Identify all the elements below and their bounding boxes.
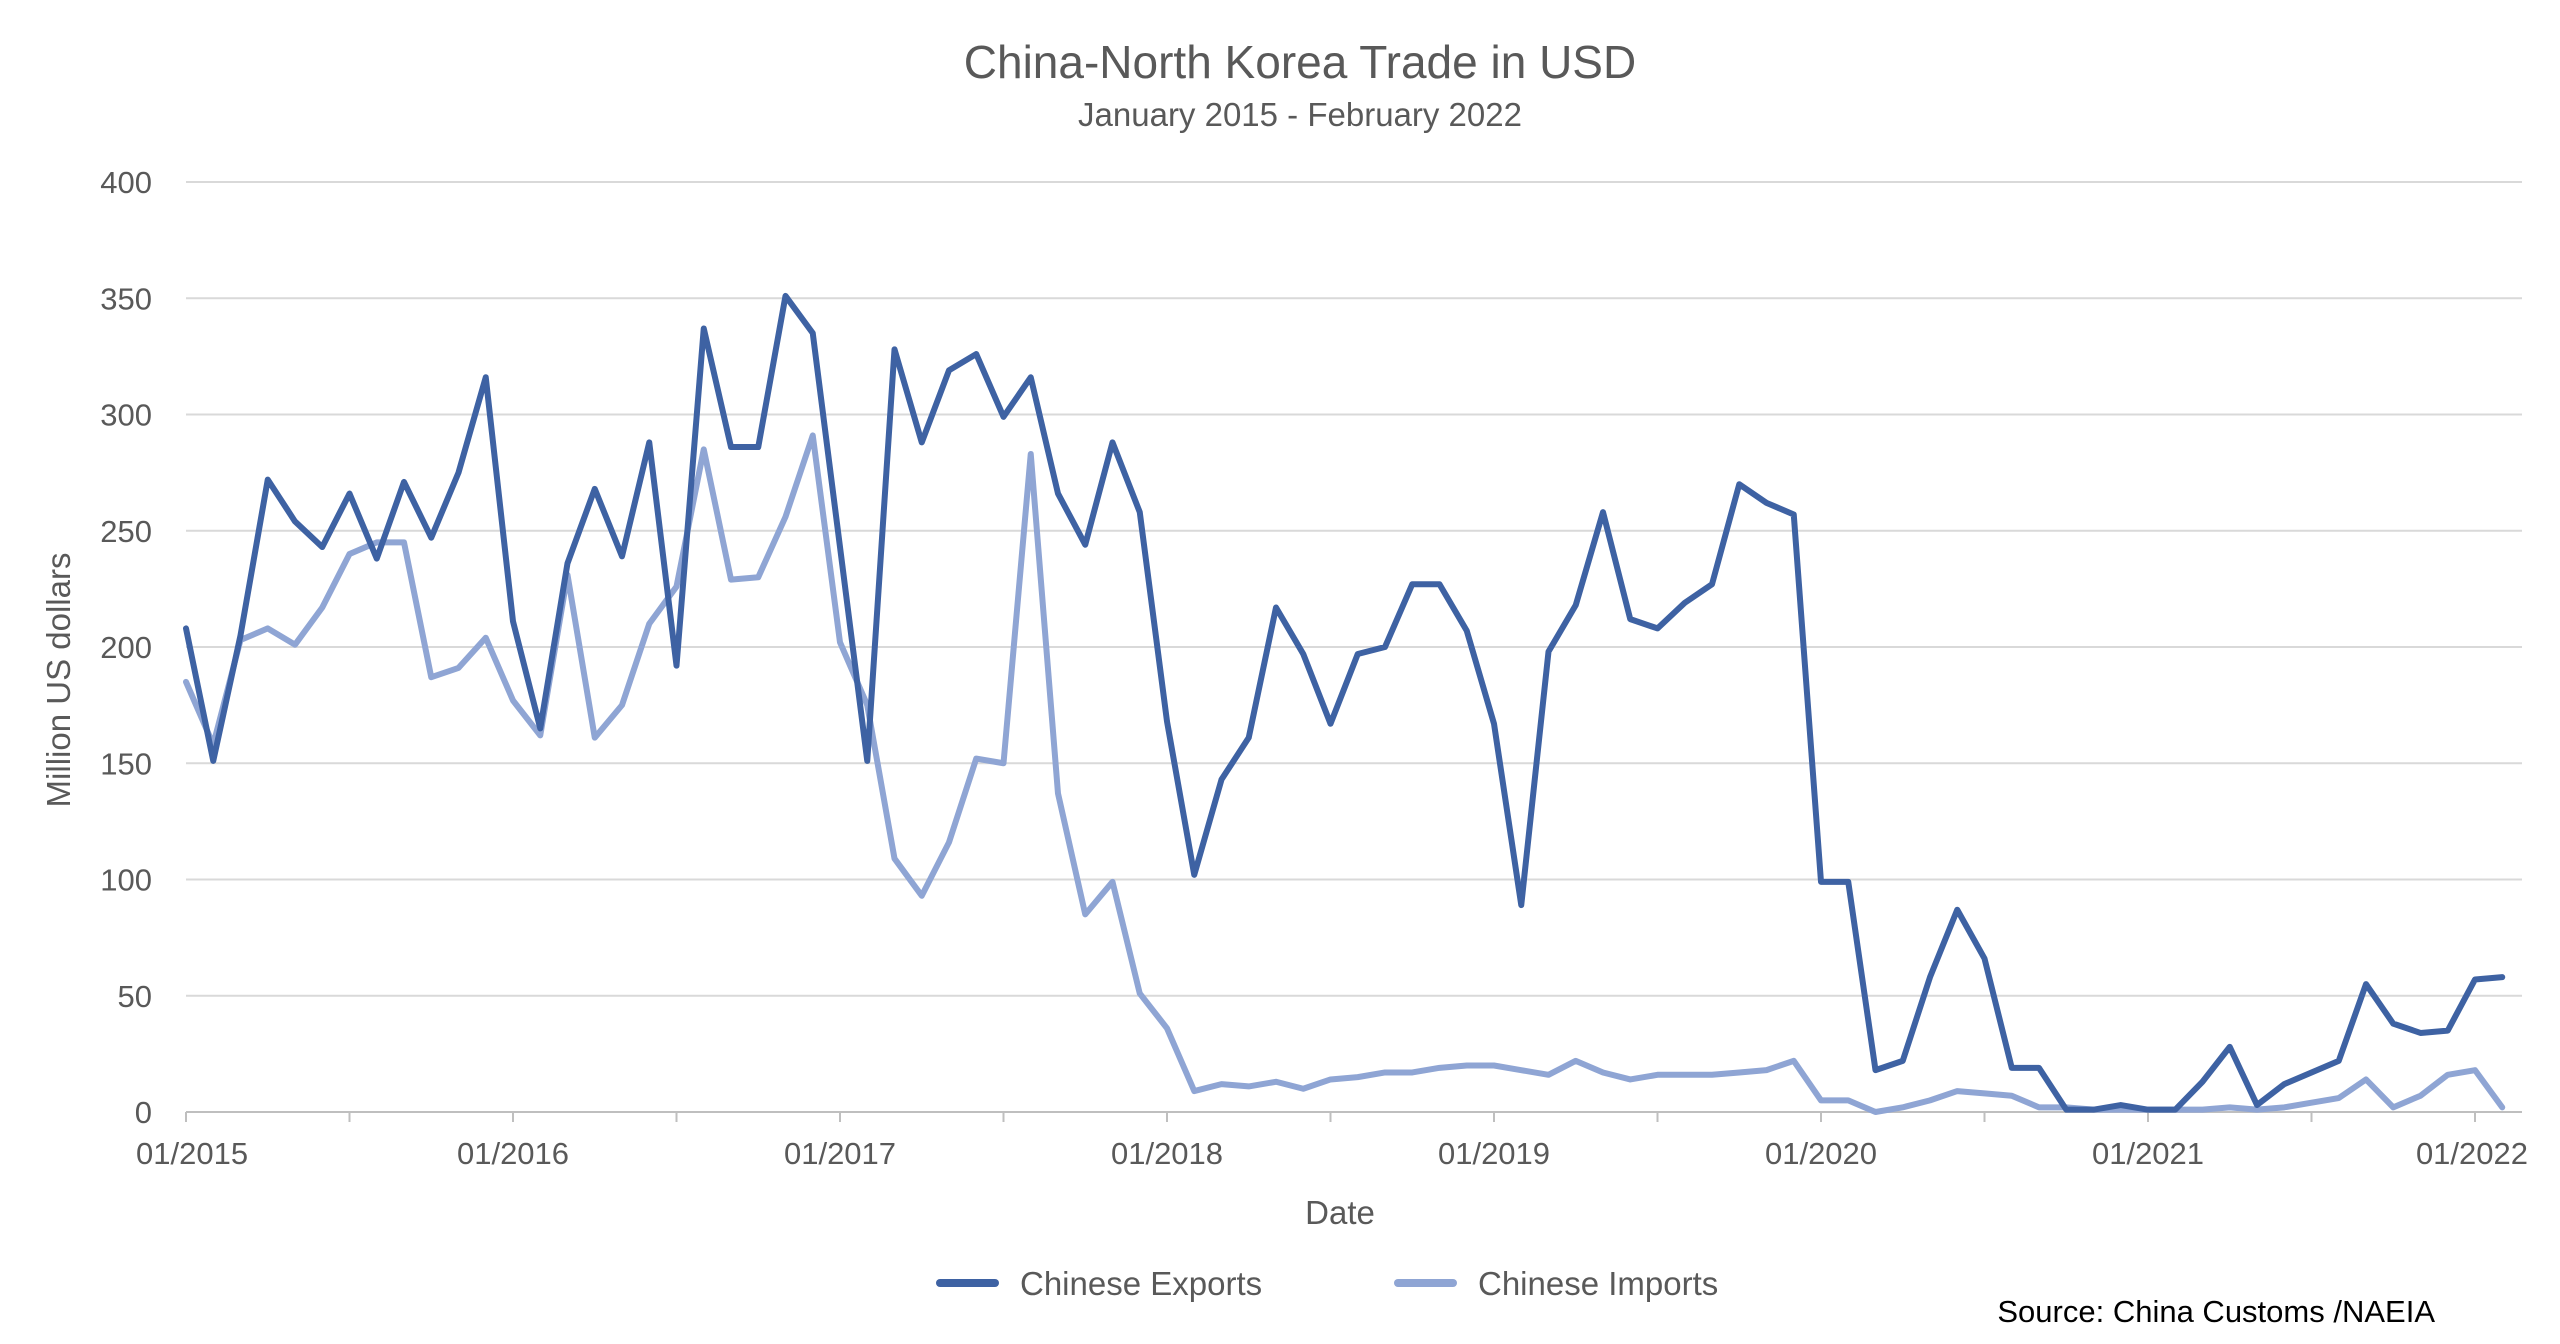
legend: Chinese Exports Chinese Imports [936, 1265, 1718, 1302]
y-tick-label: 100 [100, 863, 152, 898]
x-tick-label: 01/2021 [2092, 1136, 2204, 1171]
x-tick-label: 01/2015 [136, 1136, 248, 1171]
gridlines [186, 181, 2522, 997]
legend-item-imports: Chinese Imports [1394, 1265, 1718, 1302]
y-tick-label: 350 [100, 281, 152, 316]
chart-subtitle: January 2015 - February 2022 [1078, 96, 1522, 133]
series-line-exports [183, 292, 2506, 1113]
x-tick-label: 01/2016 [457, 1136, 569, 1171]
x-tick-label: 01/2022 [2416, 1136, 2528, 1171]
y-tick-label: 300 [100, 398, 152, 433]
legend-item-exports: Chinese Exports [936, 1265, 1262, 1302]
x-tick-label: 01/2020 [1765, 1136, 1877, 1171]
x-tick-label: 01/2019 [1438, 1136, 1550, 1171]
source-note: Source: China Customs /NAEIA [1997, 1294, 2435, 1329]
legend-label: Chinese Imports [1478, 1265, 1718, 1302]
y-tick-label: 400 [100, 165, 152, 200]
x-tick-label: 01/2017 [784, 1136, 896, 1171]
legend-label: Chinese Exports [1020, 1265, 1262, 1302]
y-tick-label: 0 [135, 1095, 152, 1130]
y-axis-label: Million US dollars [40, 553, 77, 808]
y-tick-label: 250 [100, 514, 152, 549]
axes [185, 1111, 2522, 1122]
y-tick-labels: 0 50 100 150 200 250 300 350 400 [100, 165, 152, 1130]
x-axis-label: Date [1305, 1194, 1375, 1231]
chart-title: China-North Korea Trade in USD [964, 36, 1636, 88]
x-tick-label: 01/2018 [1111, 1136, 1223, 1171]
y-tick-label: 200 [100, 630, 152, 665]
y-tick-label: 50 [118, 979, 152, 1014]
y-tick-label: 150 [100, 746, 152, 781]
series-lines [183, 292, 2506, 1115]
x-tick-labels: 01/2015 01/2016 01/2017 01/2018 01/2019 01/20… [136, 1136, 2528, 1171]
series-line-imports [183, 432, 2506, 1115]
